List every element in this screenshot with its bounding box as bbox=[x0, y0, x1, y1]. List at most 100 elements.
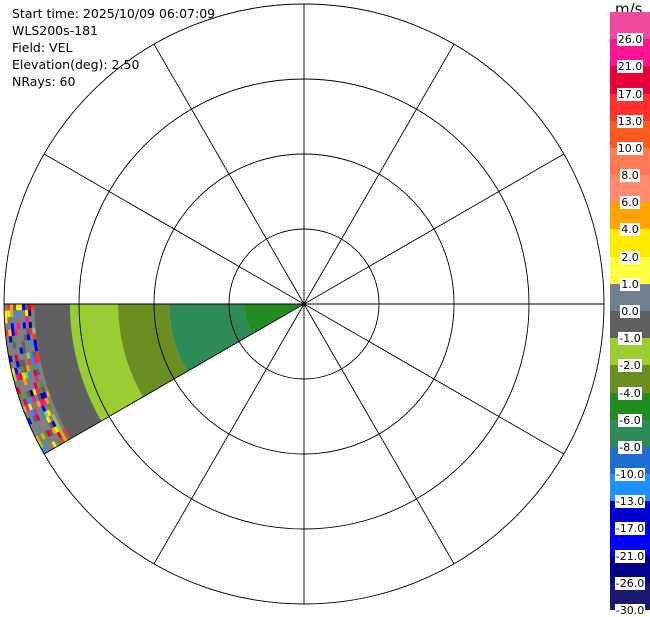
noise-gate bbox=[61, 428, 68, 436]
noise-gate bbox=[36, 400, 42, 408]
noise-gate bbox=[29, 389, 35, 397]
noise-gate bbox=[45, 436, 52, 444]
noise-gate bbox=[43, 431, 49, 439]
noise-gate bbox=[51, 413, 57, 421]
colorbar-tick-label: -6.0 bbox=[618, 413, 642, 427]
colorbar-tick-label: -17.0 bbox=[614, 522, 646, 536]
noise-gate bbox=[34, 394, 40, 402]
colorbar-tick-label: 26.0 bbox=[616, 33, 644, 47]
colorbar-tick-label: -2.0 bbox=[618, 359, 642, 373]
noise-gate bbox=[32, 351, 37, 358]
colorbar-tick-label: 2.0 bbox=[620, 250, 640, 264]
noise-gate bbox=[44, 397, 50, 405]
azimuth-line bbox=[153, 303, 305, 565]
noise-gate bbox=[40, 411, 46, 419]
colorbar-tick-label: 13.0 bbox=[616, 114, 644, 128]
noise-gate bbox=[56, 424, 62, 432]
noise-gate bbox=[17, 380, 22, 388]
colorbar-tick-label: -30.0 bbox=[614, 604, 646, 617]
noise-gate bbox=[26, 334, 31, 341]
velocity-sector bbox=[4, 304, 304, 454]
noise-gate bbox=[23, 391, 29, 399]
noise-gate bbox=[48, 428, 54, 436]
noise-gate bbox=[28, 321, 33, 329]
colorbar-tick-label: -13.0 bbox=[614, 495, 646, 509]
noise-gate bbox=[12, 341, 17, 349]
noise-gate bbox=[14, 354, 19, 362]
noise-gate bbox=[16, 304, 20, 311]
azimuth-line bbox=[303, 43, 455, 305]
noise-gate bbox=[53, 419, 60, 427]
noise-gate bbox=[43, 445, 50, 453]
noise-gate bbox=[59, 436, 65, 444]
colorbar-tick-label: -21.0 bbox=[614, 549, 646, 563]
noise-gate bbox=[36, 356, 41, 364]
colorbar-tick-label: 21.0 bbox=[616, 60, 644, 74]
noise-gate bbox=[33, 382, 38, 389]
scan-info: Start time: 2025/10/09 06:07:09 WLS200s-… bbox=[12, 5, 215, 90]
velocity-band bbox=[70, 304, 143, 421]
noise-gate bbox=[21, 340, 26, 348]
noise-gate bbox=[29, 327, 33, 335]
noise-gate bbox=[8, 329, 12, 337]
noise-gate bbox=[22, 378, 28, 386]
noise-gate bbox=[22, 365, 28, 373]
noise-gate bbox=[22, 322, 27, 329]
noise-gate bbox=[41, 405, 47, 412]
noise-gate bbox=[20, 392, 26, 400]
colorbar-tick-label: -26.0 bbox=[614, 576, 646, 590]
noise-gate bbox=[16, 310, 20, 317]
noise-gate bbox=[10, 310, 14, 317]
noise-gate bbox=[27, 383, 33, 391]
noise-gate bbox=[22, 405, 28, 413]
noise-gate bbox=[26, 417, 33, 425]
noise-gate bbox=[18, 373, 23, 381]
velocity-band bbox=[118, 304, 188, 397]
noise-gate bbox=[34, 363, 39, 370]
noise-gate bbox=[39, 392, 45, 400]
polar-grid bbox=[3, 3, 605, 605]
noise-gate bbox=[30, 339, 35, 346]
noise-gate bbox=[31, 363, 36, 371]
noise-gate bbox=[51, 427, 57, 435]
noise-gate bbox=[34, 428, 41, 436]
velocity-band bbox=[34, 304, 102, 439]
instrument-text: WLS200s-181 bbox=[12, 23, 98, 38]
noise-gate bbox=[17, 393, 23, 401]
noise-gate bbox=[48, 421, 54, 429]
noise-gate bbox=[33, 357, 38, 364]
noise-gate bbox=[21, 359, 26, 367]
noise-gate bbox=[35, 414, 41, 422]
noise-gate bbox=[34, 435, 41, 443]
noise-gate bbox=[56, 431, 63, 439]
noise-gate bbox=[15, 387, 21, 395]
noise-gate bbox=[26, 328, 30, 335]
noise-gate bbox=[31, 304, 35, 310]
field-text: Field: VEL bbox=[12, 40, 73, 55]
noise-gate bbox=[31, 395, 37, 403]
noise-gate bbox=[35, 368, 41, 376]
noise-gate bbox=[35, 350, 40, 358]
noise-gate bbox=[40, 432, 46, 440]
noise-gate bbox=[25, 310, 29, 317]
noise-gate bbox=[32, 369, 38, 377]
noise-gate bbox=[37, 426, 44, 435]
noise-gate bbox=[34, 375, 40, 383]
noise-gate bbox=[62, 435, 68, 442]
noise-gate bbox=[23, 334, 28, 341]
noise-gate bbox=[19, 347, 24, 355]
noise-gate bbox=[7, 304, 11, 311]
azimuth-line bbox=[303, 303, 565, 455]
colorbar-tick-label: 17.0 bbox=[616, 87, 644, 101]
noise-gate bbox=[27, 371, 32, 378]
noise-gate bbox=[39, 399, 44, 407]
noise-gate bbox=[40, 386, 46, 393]
noise-gate bbox=[51, 434, 57, 442]
noise-gate bbox=[15, 360, 20, 368]
noise-gate bbox=[46, 402, 52, 410]
noise-gate bbox=[22, 398, 28, 406]
noise-gate bbox=[59, 430, 65, 437]
colorbar-tick-label: 1.0 bbox=[620, 277, 640, 291]
nrays-text: NRays: 60 bbox=[12, 74, 76, 89]
noise-gate bbox=[15, 373, 21, 381]
